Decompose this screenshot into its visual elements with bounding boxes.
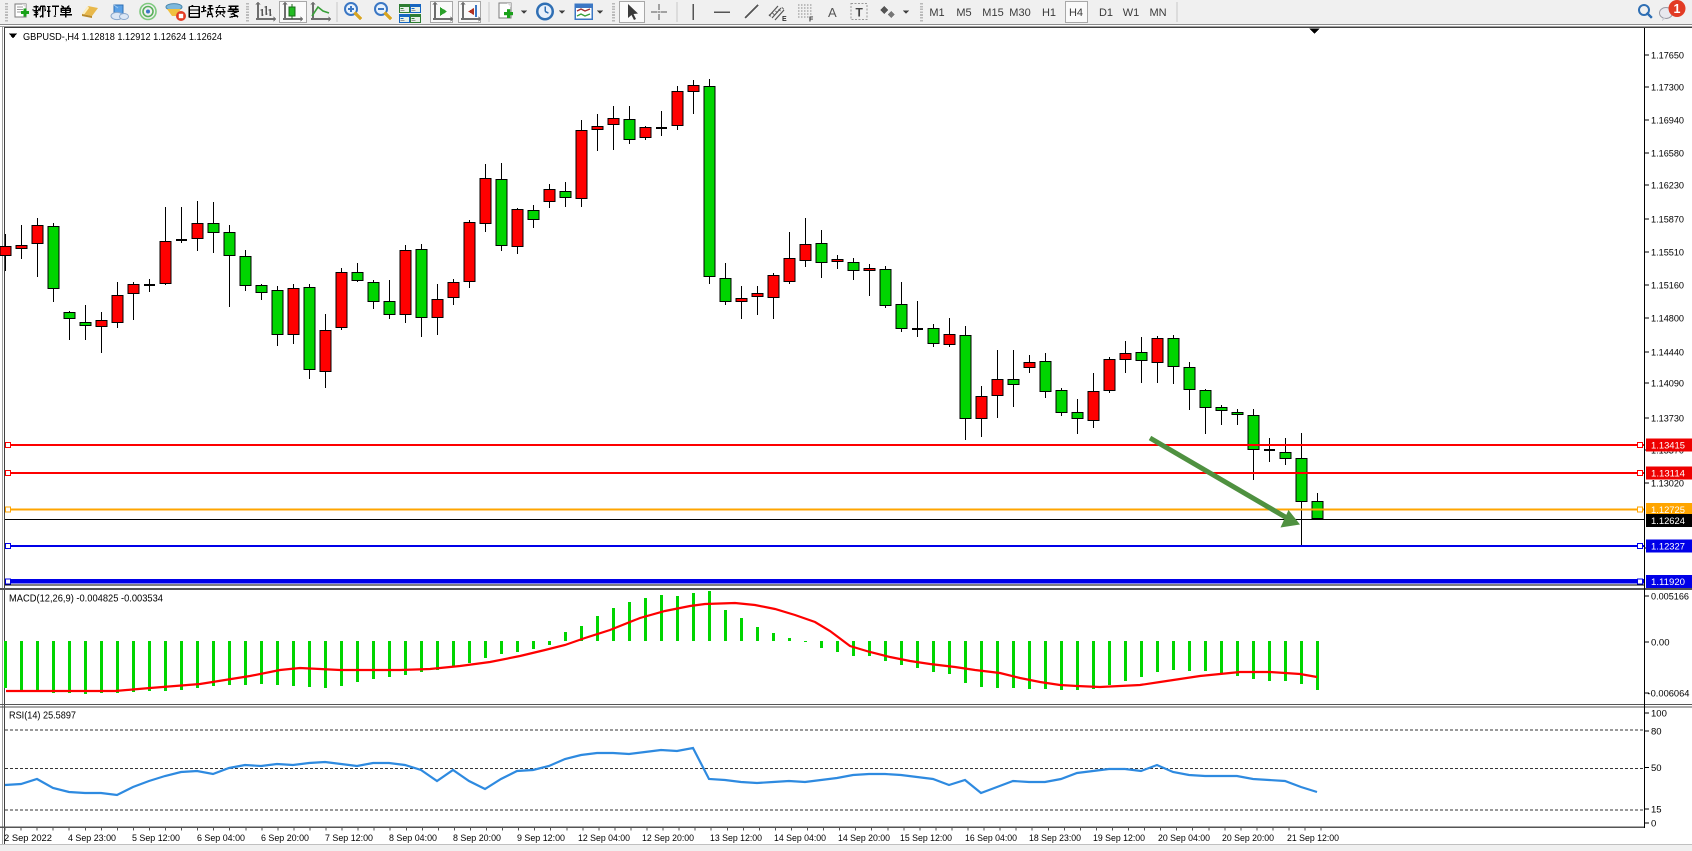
svg-text:20 Sep 04:00: 20 Sep 04:00 [1158, 833, 1210, 844]
svg-text:1.17300: 1.17300 [1651, 83, 1684, 94]
svg-text:1.13730: 1.13730 [1651, 414, 1684, 425]
svg-text:21 Sep 12:00: 21 Sep 12:00 [1287, 833, 1339, 844]
svg-text:80: 80 [1651, 727, 1662, 738]
svg-text:100: 100 [1651, 709, 1667, 720]
svg-text:19 Sep 12:00: 19 Sep 12:00 [1093, 833, 1145, 844]
svg-text:1.15510: 1.15510 [1651, 248, 1684, 259]
svg-text:1.15870: 1.15870 [1651, 215, 1684, 226]
svg-text:1.14090: 1.14090 [1651, 379, 1684, 390]
svg-text:15: 15 [1651, 805, 1662, 816]
svg-text:W1: W1 [1123, 7, 1140, 19]
svg-text:4 Sep 23:00: 4 Sep 23:00 [68, 833, 116, 844]
svg-text:14 Sep 04:00: 14 Sep 04:00 [774, 833, 826, 844]
svg-text:14 Sep 20:00: 14 Sep 20:00 [838, 833, 890, 844]
svg-text:1: 1 [1674, 2, 1681, 16]
svg-text:1.13415: 1.13415 [1651, 441, 1685, 452]
svg-text:1.11920: 1.11920 [1651, 577, 1685, 588]
svg-text:1.16230: 1.16230 [1651, 181, 1684, 192]
svg-text:-0.006064: -0.006064 [1648, 689, 1690, 700]
svg-text:5 Sep 12:00: 5 Sep 12:00 [132, 833, 180, 844]
svg-text:M15: M15 [982, 7, 1003, 19]
svg-text:2 Sep 2022: 2 Sep 2022 [4, 833, 52, 844]
svg-text:8 Sep 20:00: 8 Sep 20:00 [453, 833, 501, 844]
svg-text:M5: M5 [956, 7, 971, 19]
svg-text:7 Sep 12:00: 7 Sep 12:00 [325, 833, 373, 844]
svg-text:1.16580: 1.16580 [1651, 149, 1684, 160]
svg-text:M1: M1 [929, 7, 944, 19]
svg-text:18 Sep 23:00: 18 Sep 23:00 [1029, 833, 1081, 844]
svg-text:1.16940: 1.16940 [1651, 116, 1684, 127]
svg-text:1.13020: 1.13020 [1651, 479, 1684, 490]
svg-text:H4: H4 [1069, 7, 1083, 19]
svg-text:RSI(14) 25.5897: RSI(14) 25.5897 [9, 710, 76, 722]
svg-text:E: E [782, 16, 787, 23]
svg-text:1.15160: 1.15160 [1651, 281, 1684, 292]
svg-text:12 Sep 04:00: 12 Sep 04:00 [578, 833, 630, 844]
svg-text:H1: H1 [1042, 7, 1056, 19]
svg-text:GBPUSD-,H4 1.12818 1.12912 1.: GBPUSD-,H4 1.12818 1.12912 1.12624 1.126… [23, 31, 222, 43]
svg-text:1.14440: 1.14440 [1651, 348, 1684, 359]
svg-text:M30: M30 [1009, 7, 1030, 19]
svg-text:A: A [828, 5, 837, 20]
svg-text:15 Sep 12:00: 15 Sep 12:00 [900, 833, 952, 844]
svg-text:1.14800: 1.14800 [1651, 314, 1684, 325]
svg-text:0.00: 0.00 [1651, 638, 1670, 649]
svg-text:MACD(12,26,9) -0.004825 -0.003: MACD(12,26,9) -0.004825 -0.003534 [9, 593, 163, 605]
svg-text:1.12624: 1.12624 [1651, 516, 1685, 527]
svg-text:16 Sep 04:00: 16 Sep 04:00 [965, 833, 1017, 844]
svg-text:8 Sep 04:00: 8 Sep 04:00 [389, 833, 437, 844]
svg-text:6 Sep 20:00: 6 Sep 20:00 [261, 833, 309, 844]
svg-text:1.13114: 1.13114 [1651, 469, 1685, 480]
svg-text:D1: D1 [1099, 7, 1113, 19]
svg-text:13 Sep 12:00: 13 Sep 12:00 [710, 833, 762, 844]
svg-text:12 Sep 20:00: 12 Sep 20:00 [642, 833, 694, 844]
svg-text:MN: MN [1149, 7, 1166, 19]
svg-text:1.12725: 1.12725 [1651, 505, 1685, 516]
svg-text:0: 0 [1651, 819, 1656, 830]
svg-text:6 Sep 04:00: 6 Sep 04:00 [197, 833, 245, 844]
svg-text:1.17650: 1.17650 [1651, 51, 1684, 62]
svg-text:20 Sep 20:00: 20 Sep 20:00 [1222, 833, 1274, 844]
svg-text:50: 50 [1651, 763, 1662, 774]
svg-text:0.005166: 0.005166 [1651, 592, 1689, 603]
svg-text:1.12327: 1.12327 [1651, 542, 1685, 553]
svg-text:T: T [856, 6, 864, 20]
svg-text:F: F [809, 17, 814, 24]
svg-text:9 Sep 12:00: 9 Sep 12:00 [517, 833, 565, 844]
